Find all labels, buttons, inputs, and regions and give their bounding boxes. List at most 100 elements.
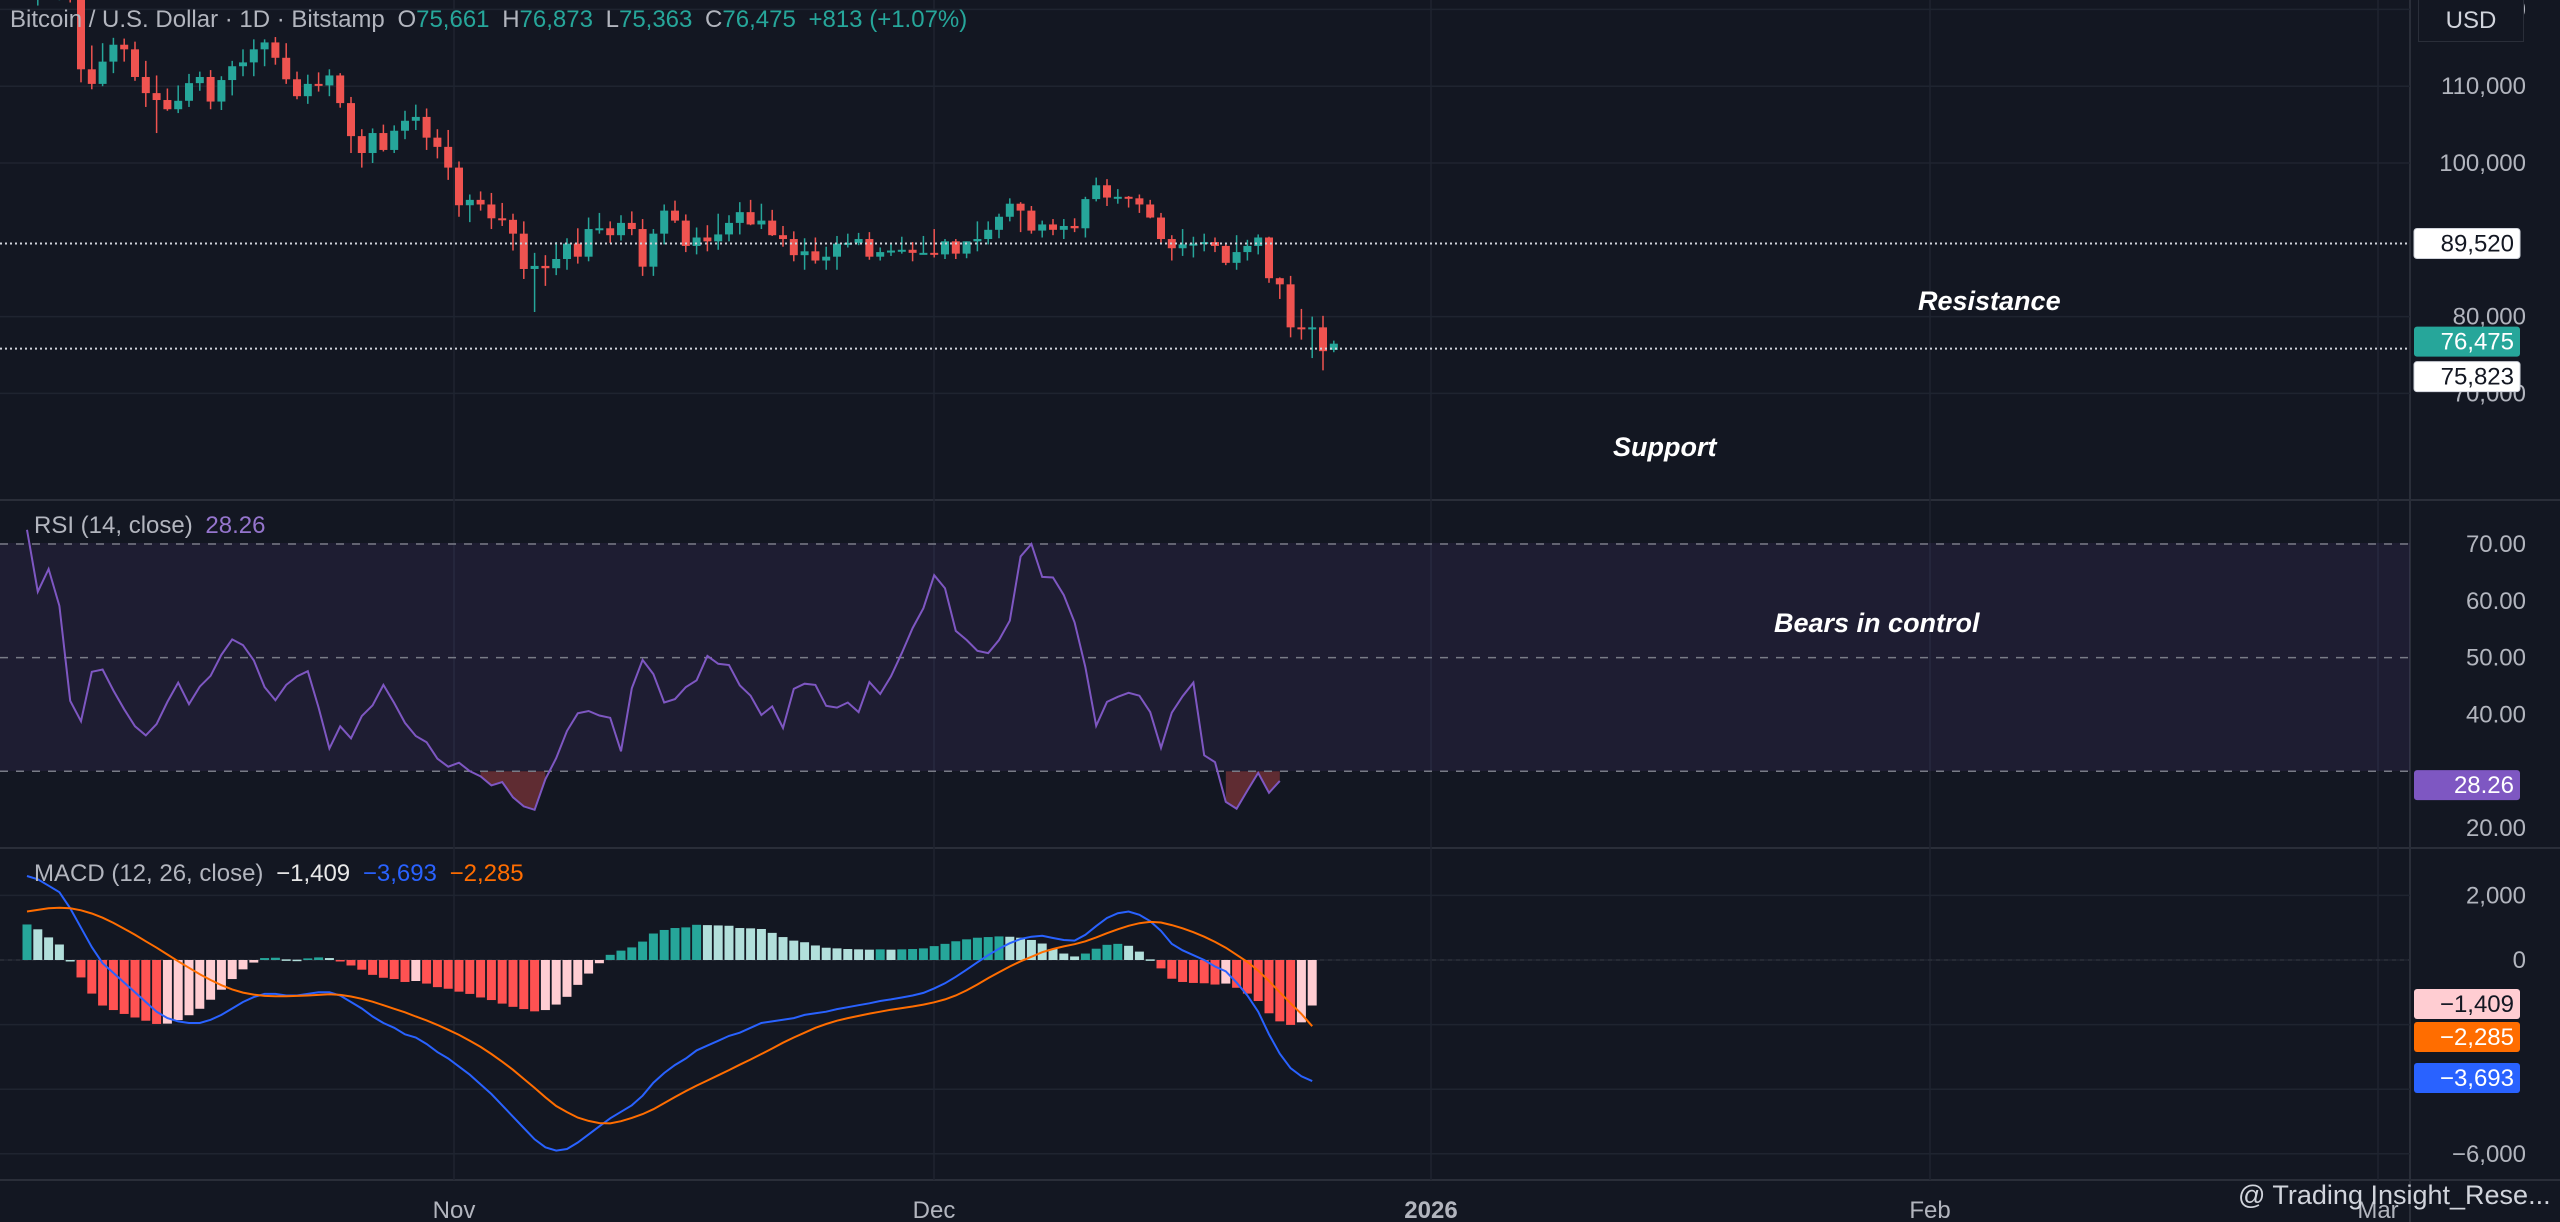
candle-body <box>584 229 593 257</box>
resistance-badge-bg <box>2413 227 2521 259</box>
macd-histogram-bar <box>324 958 334 960</box>
candle-body <box>789 239 798 256</box>
candle-body <box>1254 237 1263 246</box>
candle-body <box>1016 203 1025 211</box>
candle-body <box>638 229 647 267</box>
macd-histogram-bar <box>584 960 594 974</box>
candle-body <box>941 241 949 255</box>
candle-body <box>325 75 334 86</box>
macd-legend: MACD (12, 26, close) −1,409 −3,693 −2,28… <box>34 860 530 888</box>
candle-body <box>1189 243 1198 246</box>
rsi-tick-label: 60.00 <box>2466 588 2526 615</box>
candle-body <box>1005 203 1014 217</box>
macd-histogram-bar <box>918 948 928 960</box>
macd-histogram-bar <box>1296 960 1306 1023</box>
macd-histogram-bar <box>1026 939 1036 960</box>
symbol-label: Bitcoin / U.S. Dollar · 1D · Bitstamp <box>10 6 385 33</box>
rsi-line <box>26 529 1281 812</box>
candle-body <box>455 167 463 206</box>
candle-body <box>206 76 215 102</box>
macd-histogram-bar <box>1145 959 1155 961</box>
candle-body <box>509 219 517 234</box>
high-label: H <box>502 6 520 33</box>
macd-histogram-bar <box>951 941 961 960</box>
close-value: 76,475 <box>722 6 796 33</box>
candle-body <box>649 233 658 267</box>
macd-histogram-bar <box>1080 953 1090 960</box>
candle-body <box>152 93 161 101</box>
candle-body <box>1070 225 1079 229</box>
rsi-value-badge: 28.26 <box>2454 772 2514 799</box>
price-axis[interactable]: 120,000110,000100,00080,00070,00070.0060… <box>2413 0 2526 1168</box>
candle-body <box>541 265 550 269</box>
macd-histogram-bar <box>1113 943 1123 960</box>
macd-histogram-bar <box>432 960 442 988</box>
candle-body <box>411 116 420 121</box>
macd-histogram-bar <box>54 944 64 960</box>
macd-histogram-bar <box>486 960 496 1001</box>
support-label: Support <box>1613 432 1717 462</box>
macd-histogram-bar <box>886 949 896 960</box>
macd-histogram-bar <box>368 960 378 975</box>
candle-body <box>1200 242 1209 245</box>
macd-histogram-bar <box>400 960 410 982</box>
macd-histogram-bar <box>152 960 162 1024</box>
candle-body <box>1265 237 1273 279</box>
macd-histogram-bar <box>594 960 604 964</box>
candle-body <box>465 199 474 206</box>
candle-body <box>1059 225 1068 230</box>
macd-histogram-bar <box>314 957 324 960</box>
candle-body <box>444 146 453 168</box>
macd-histogram-bar <box>141 960 151 1021</box>
macd-histogram-bar <box>195 960 205 1009</box>
candle-body <box>498 218 507 221</box>
macd-histogram-bar <box>1253 960 1263 1002</box>
macd-histogram-bar <box>1242 960 1252 994</box>
candle-body <box>249 49 258 63</box>
candle-body <box>930 252 939 255</box>
macd-histogram-bar <box>605 954 615 960</box>
candle-body <box>87 69 96 84</box>
macd-group <box>0 875 2410 1152</box>
macd-histogram-bar <box>98 960 108 1006</box>
candle-body <box>195 76 204 84</box>
macd-histogram-bar <box>1167 960 1177 979</box>
candle-body <box>854 239 863 243</box>
candle-body <box>984 229 993 240</box>
time-axis[interactable]: Nov Dec 2026 Feb Mar <box>433 1197 2399 1222</box>
currency-button[interactable]: USD <box>2418 0 2524 42</box>
resistance-label: Resistance <box>1918 286 2061 316</box>
macd-histogram-bar <box>1059 953 1069 960</box>
macd-histogram-bar <box>648 933 658 960</box>
macd-histogram-bar <box>454 960 464 992</box>
macd-histogram-bar <box>422 960 432 984</box>
candle-body <box>552 259 561 269</box>
annotations: Resistance Support Bears in control <box>1613 286 2061 638</box>
macd-histogram-bar <box>65 960 75 962</box>
macd-histogram-bar <box>1210 960 1220 985</box>
macd-histogram-bar <box>260 958 270 960</box>
macd-histogram-bar <box>303 958 313 960</box>
candle-body <box>379 133 388 150</box>
macd-histogram-bar <box>1124 945 1134 960</box>
price-tick-label: 100,000 <box>2439 150 2526 177</box>
macd-histogram-bar <box>810 945 820 960</box>
macd-histogram-bar <box>33 929 43 960</box>
candle-body <box>563 243 571 259</box>
macd-histogram-bar <box>746 928 756 960</box>
candle-body <box>519 233 528 269</box>
macd-histogram-bar <box>519 960 529 1010</box>
macd-histogram-bar <box>638 941 648 960</box>
candle-body <box>811 251 820 261</box>
candle-body <box>1081 199 1090 229</box>
macd-histogram-bar <box>216 960 226 990</box>
macd-histogram-bar <box>443 960 453 989</box>
candle-body <box>833 243 841 257</box>
time-label: Nov <box>433 1197 476 1222</box>
time-label: 2026 <box>1404 1197 1457 1222</box>
macd-histogram-bar <box>292 959 302 962</box>
candle-body <box>973 239 982 242</box>
macd-line-badge: −3,693 <box>2440 1065 2514 1092</box>
low-value: 75,363 <box>618 6 693 33</box>
